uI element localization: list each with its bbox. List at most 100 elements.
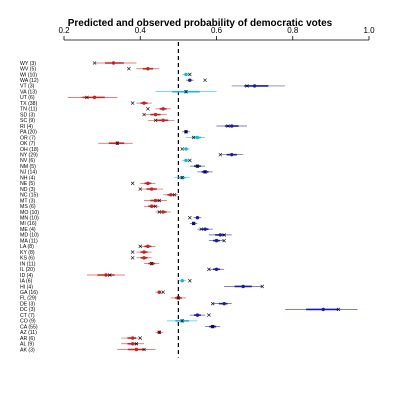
state-labels: WY (3)WV (5)WI (10)WA (12)VT (3)VA (13)U…	[20, 61, 39, 353]
state-label: MT (3)	[20, 198, 35, 204]
observed-marker	[188, 278, 192, 283]
observed-stroke	[180, 319, 184, 323]
state-label: ID (4)	[20, 273, 33, 279]
observed-marker	[188, 72, 192, 77]
x-tick-label: 0.6	[211, 26, 223, 35]
observed-marker	[210, 301, 215, 306]
state-label: IL (20)	[20, 267, 35, 273]
state-label: AR (6)	[20, 336, 35, 342]
predicted-point	[149, 204, 154, 208]
predicted-point	[222, 301, 226, 306]
predicted-point	[321, 307, 325, 312]
predicted-point	[153, 198, 158, 203]
observed-stroke	[157, 330, 162, 335]
state-label: FL (29)	[20, 296, 37, 302]
observed-marker	[245, 84, 249, 88]
state-label: AL (9)	[20, 342, 34, 348]
observed-stroke	[180, 147, 184, 151]
observed-marker	[130, 250, 135, 254]
x-tick-label: 0.8	[287, 26, 299, 35]
observed-marker	[149, 261, 154, 266]
observed-marker	[199, 227, 204, 231]
predicted-point	[218, 233, 223, 237]
observed-stroke	[176, 296, 181, 300]
state-label: KY (8)	[20, 250, 35, 256]
observed-stroke	[184, 129, 188, 134]
observed-marker	[127, 66, 131, 71]
observed-stroke	[161, 290, 165, 295]
observed-marker	[142, 347, 146, 352]
observed-stroke	[195, 164, 200, 168]
state-label: ND (3)	[20, 187, 36, 193]
state-label: KS (6)	[20, 256, 35, 262]
observed-stroke	[188, 158, 192, 163]
observed-stroke	[203, 170, 207, 174]
observed-stroke	[191, 221, 196, 226]
observed-marker	[188, 215, 192, 220]
observed-marker	[180, 319, 184, 323]
observed-marker	[210, 324, 215, 329]
state-label: MO (10)	[20, 210, 39, 216]
predicted-point	[111, 61, 116, 65]
observed-stroke	[157, 210, 162, 214]
predicted-point	[180, 279, 184, 283]
observed-stroke	[134, 341, 139, 346]
observed-marker	[107, 273, 112, 277]
predicted-point	[230, 152, 234, 157]
state-label: WI (10)	[20, 72, 37, 78]
state-label: VT (3)	[20, 84, 35, 90]
state-label: IA (6)	[20, 279, 33, 285]
observed-marker	[130, 181, 135, 186]
observed-stroke	[188, 215, 192, 220]
state-label: IN (11)	[20, 261, 36, 267]
observed-stroke	[138, 336, 143, 340]
predicted-point	[161, 210, 165, 214]
observed-marker	[161, 290, 165, 295]
observed-stroke	[210, 301, 215, 306]
state-label: LA (8)	[20, 244, 34, 250]
observed-marker	[191, 221, 196, 226]
observed-marker	[207, 267, 211, 272]
state-label: PA (20)	[20, 130, 37, 136]
observed-stroke	[210, 324, 215, 329]
observed-marker	[184, 89, 188, 94]
observed-stroke	[172, 192, 177, 197]
observed-stroke	[226, 124, 230, 128]
observed-marker	[207, 313, 211, 317]
predicted-point	[92, 95, 97, 100]
state-label: NM (5)	[20, 164, 36, 170]
predicted-point	[134, 347, 139, 352]
observed-stroke	[157, 198, 162, 203]
predicted-point	[203, 227, 207, 231]
state-label: TX (38)	[20, 101, 38, 107]
observed-stroke	[107, 273, 112, 277]
observed-stroke	[153, 204, 158, 209]
state-label: GA (16)	[20, 290, 38, 296]
observed-stroke	[138, 187, 143, 191]
predicted-point	[161, 118, 165, 123]
chart-title: Predicted and observed probability of de…	[67, 18, 333, 29]
state-label: NC (15)	[20, 193, 38, 199]
state-label: SD (3)	[20, 112, 35, 118]
observed-stroke	[153, 118, 158, 123]
observed-stroke	[130, 181, 135, 186]
observed-stroke	[188, 72, 192, 77]
x-axis-top: 0.2 0.4 0.6 0.8 1.0	[58, 26, 375, 41]
predicted-point	[214, 267, 219, 271]
state-label: WV (5)	[20, 67, 36, 73]
predicted-point	[184, 147, 188, 151]
observed-stroke	[127, 66, 131, 71]
observed-marker	[85, 95, 89, 100]
observed-marker	[157, 210, 162, 214]
observed-stroke	[85, 95, 89, 100]
observed-marker	[138, 244, 143, 249]
x-tick-label: 1.0	[363, 26, 375, 35]
observed-marker	[115, 141, 120, 146]
observed-marker	[222, 233, 226, 237]
predicted-point	[161, 107, 165, 111]
predicted-point	[252, 84, 257, 88]
observed-stroke	[92, 61, 97, 65]
observed-stroke	[146, 107, 150, 111]
observed-marker	[226, 124, 230, 128]
observed-marker	[146, 107, 150, 111]
